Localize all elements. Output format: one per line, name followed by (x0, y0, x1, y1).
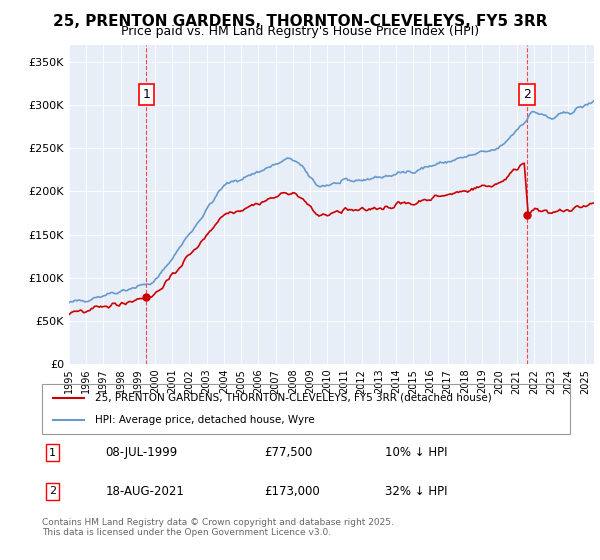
Text: 32% ↓ HPI: 32% ↓ HPI (385, 485, 448, 498)
Text: 1: 1 (143, 88, 151, 101)
Text: Contains HM Land Registry data © Crown copyright and database right 2025.
This d: Contains HM Land Registry data © Crown c… (42, 518, 394, 538)
Text: 2: 2 (49, 487, 56, 496)
Text: 25, PRENTON GARDENS, THORNTON-CLEVELEYS, FY5 3RR (detached house): 25, PRENTON GARDENS, THORNTON-CLEVELEYS,… (95, 393, 491, 403)
Text: 2: 2 (523, 88, 531, 101)
Text: 1: 1 (49, 448, 56, 458)
Text: 18-AUG-2021: 18-AUG-2021 (106, 485, 184, 498)
Text: HPI: Average price, detached house, Wyre: HPI: Average price, detached house, Wyre (95, 415, 314, 425)
Text: 10% ↓ HPI: 10% ↓ HPI (385, 446, 448, 459)
Text: £77,500: £77,500 (264, 446, 312, 459)
Text: Price paid vs. HM Land Registry's House Price Index (HPI): Price paid vs. HM Land Registry's House … (121, 25, 479, 38)
Text: 08-JUL-1999: 08-JUL-1999 (106, 446, 178, 459)
Text: £173,000: £173,000 (264, 485, 320, 498)
Text: 25, PRENTON GARDENS, THORNTON-CLEVELEYS, FY5 3RR: 25, PRENTON GARDENS, THORNTON-CLEVELEYS,… (53, 14, 547, 29)
